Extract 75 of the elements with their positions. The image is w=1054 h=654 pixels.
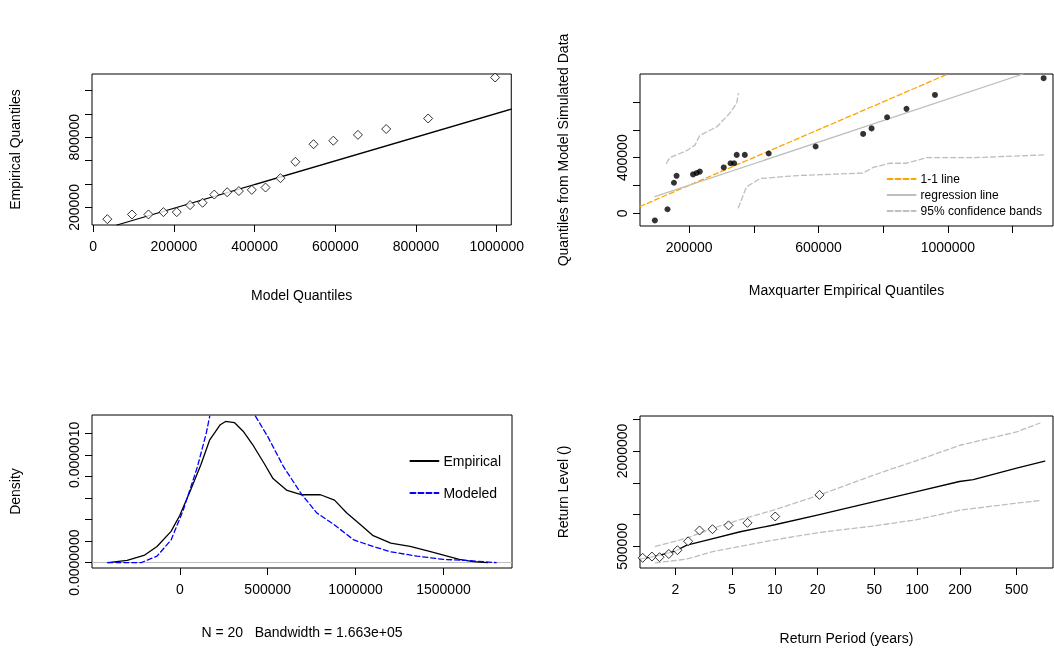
y-tick-label: 400000 [614,134,630,182]
point [1040,75,1047,82]
y-axis-title: Quantiles from Model Simulated Data [555,33,571,267]
x-axis-title: Maxquarter Empirical Quantiles [748,282,945,298]
point [171,207,182,218]
point [931,91,938,98]
point [126,209,137,220]
x-axis-title: N = 20 Bandwidth = 1.663e+05 [201,624,403,640]
x-tick-label: 1000000 [328,581,384,597]
point [731,160,738,167]
x-tick-label: 10 [767,581,783,597]
legend-label: 95% confidence bands [920,204,1043,218]
legend-label: Empirical [443,453,502,469]
y-axis-title: Return Level () [555,445,571,539]
point [670,179,677,186]
point [884,114,891,121]
point [733,151,740,158]
point [290,156,301,167]
point [352,129,363,140]
x-tick-label: 1000000 [469,238,525,254]
y-tick-label: 0.0000000 [66,529,82,596]
x-tick-label: 400000 [231,238,279,254]
legend-label: 1-1 line [920,172,961,186]
point [812,143,819,150]
x-tick-label: 500 [1004,581,1029,597]
point [158,207,169,218]
point [197,197,208,208]
y-tick-label: 2000000 [614,423,630,479]
x-tick-label: 20 [809,581,826,597]
point [664,206,671,213]
point [143,209,154,220]
x-tick-label: 500000 [244,581,292,597]
x-tick-label: 0 [175,581,184,597]
x-tick-label: 2 [671,581,680,597]
legend-label: regression line [920,188,999,202]
point [260,182,271,193]
point [868,125,875,132]
point [720,164,727,171]
x-tick-label: 800000 [392,238,440,254]
point [490,72,501,83]
point [222,187,233,198]
point [185,200,196,211]
point [209,189,220,200]
y-tick-label: 0 [614,209,630,218]
x-axis-title: Return Period (years) [779,630,914,646]
y-tick-label: 0.0000010 [66,421,82,488]
point [381,124,392,135]
point [673,172,680,179]
y-axis-title: Density [7,468,23,515]
x-tick-label: 200000 [150,238,198,254]
x-tick-label: 0 [89,238,98,254]
x-tick-label: 50 [866,581,883,597]
point [328,135,339,146]
point [423,113,434,124]
point [233,186,244,197]
x-axis-title: Model Quantiles [251,287,353,303]
x-tick-label: 200000 [665,239,713,255]
x-tick-label: 200 [948,581,972,597]
legend-label: Modeled [443,485,498,501]
point [860,130,867,137]
x-tick-label: 5 [728,581,737,597]
y-axis-title: Empirical Quantiles [7,89,23,210]
x-tick-label: 1000000 [920,239,976,255]
x-tick-label: 600000 [311,238,359,254]
point [102,214,113,225]
point [308,139,319,150]
y-tick-label: 800000 [66,113,82,161]
point [741,151,748,158]
x-tick-label: 1500000 [416,581,471,597]
point [651,217,658,224]
point [903,105,910,112]
point [275,173,286,184]
x-tick-label: 100 [905,581,930,597]
x-tick-label: 600000 [795,239,843,255]
point [246,184,257,195]
